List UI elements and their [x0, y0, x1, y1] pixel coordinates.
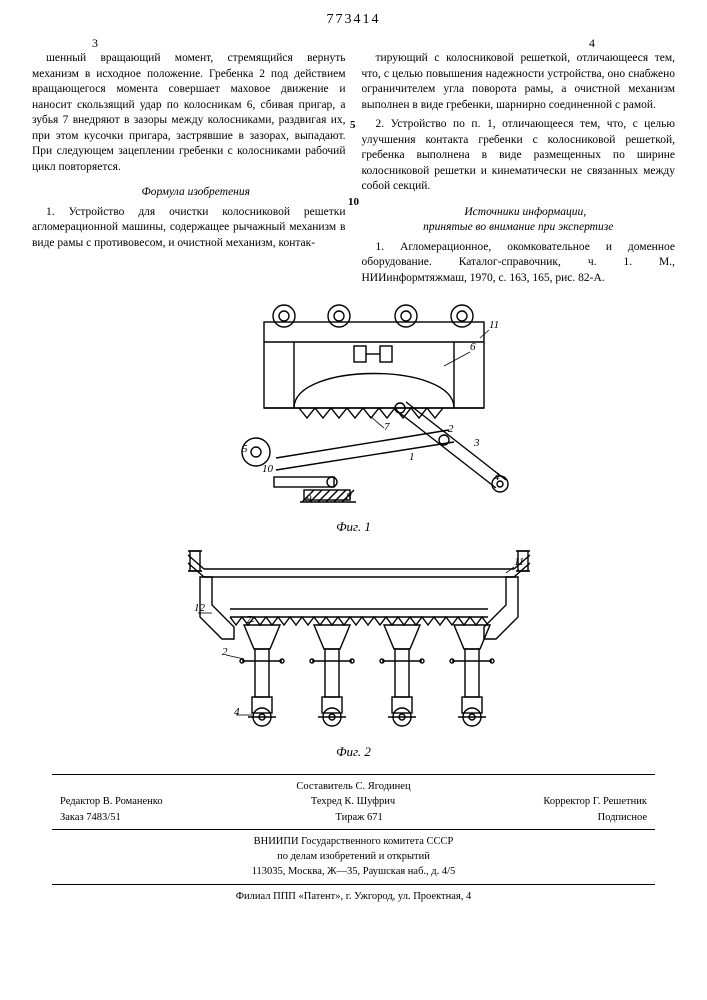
figure-1-svg: 1 2 3 4 5 6 7 8 9 10 11: [144, 302, 564, 517]
hanging-unit: [310, 625, 354, 726]
addr-line-2: Филиал ППП «Патент», г. Ужгород, ул. Про…: [32, 889, 675, 904]
fig1-label-3: 3: [473, 437, 480, 449]
footer-rule-3: [52, 884, 655, 885]
document-number: 773414: [32, 12, 675, 28]
footer-rule-1: [52, 774, 655, 775]
para-r3: 1. Агломерационное, окомковательное и до…: [362, 240, 676, 287]
text-columns: 5 10 шенный вращающий момент, стремящийс…: [32, 51, 675, 290]
corrector: Корректор Г. Решетник: [543, 794, 647, 809]
subscription: Подписное: [598, 810, 647, 825]
hanging-unit: [380, 625, 424, 726]
para-l2: 1. Устройство для очистки колосниковой р…: [32, 205, 346, 252]
footer: Составитель С. Ягодинец Редактор В. Рома…: [32, 774, 675, 904]
fig1-label-1: 1: [409, 451, 415, 463]
fig2-label-12: 12: [194, 602, 206, 614]
hanging-unit: [240, 625, 284, 726]
line-number-10: 10: [348, 195, 359, 210]
figure-2-svg: 2 4 7 11 12: [134, 547, 574, 742]
fig1-label-4: 4: [494, 471, 500, 483]
formula-title: Формула изобретения: [32, 185, 346, 201]
line-number-5: 5: [350, 118, 356, 133]
hanging-unit: [450, 625, 494, 726]
para-r1: тирующий с колосниковой решеткой, отлича…: [362, 51, 676, 113]
order: Заказ 7483/51: [60, 810, 121, 825]
page-right: 4: [589, 36, 595, 51]
fig1-label-9: 9: [306, 493, 312, 505]
para-l1: шенный вращающий момент, стремящийся вер…: [32, 51, 346, 175]
fig1-label-11: 11: [489, 319, 499, 331]
compiler: Составитель С. Ягодинец: [32, 779, 675, 794]
fig1-label-8: 8: [346, 491, 352, 503]
fig1-label-6: 6: [470, 341, 476, 353]
figure-1-area: 1 2 3 4 5 6 7 8 9 10 11 Фиг. 1: [32, 302, 675, 535]
fig2-label-11: 11: [514, 556, 524, 568]
right-column: тирующий с колосниковой решеткой, отлича…: [362, 51, 676, 290]
footer-rule-2: [52, 829, 655, 830]
figure-2-caption: Фиг. 2: [32, 744, 675, 760]
addr-line-1: 113035, Москва, Ж—35, Раушская наб., д. …: [32, 864, 675, 879]
fig2-label-7: 7: [246, 614, 252, 626]
editor: Редактор В. Романенко: [60, 794, 163, 809]
footer-row-2: Заказ 7483/51 Тираж 671 Подписное: [32, 810, 675, 825]
fig1-label-10: 10: [262, 463, 274, 475]
page-number-row: 3 4: [32, 36, 675, 51]
figure-2-area: 2 4 7 11 12 Фиг. 2: [32, 547, 675, 760]
figure-1-caption: Фиг. 1: [32, 519, 675, 535]
org-line-1: ВНИИПИ Государственного комитета СССР: [32, 834, 675, 849]
footer-row-1: Редактор В. Романенко Техред К. Шуфрич К…: [32, 794, 675, 809]
left-column: шенный вращающий момент, стремящийся вер…: [32, 51, 346, 290]
fig2-label-4: 4: [234, 706, 240, 718]
para-r2: 2. Устройство по п. 1, отличающееся тем,…: [362, 117, 676, 195]
fig1-label-5: 5: [242, 443, 248, 455]
page-left: 3: [92, 36, 98, 51]
org-line-2: по делам изобретений и открытий: [32, 849, 675, 864]
sources-title: Источники информации, принятые во вниман…: [362, 205, 676, 236]
techred: Техред К. Шуфрич: [311, 794, 395, 809]
fig1-label-2: 2: [448, 423, 454, 435]
tirage: Тираж 671: [335, 810, 382, 825]
fig2-label-2: 2: [222, 646, 228, 658]
fig1-label-7: 7: [384, 421, 390, 433]
